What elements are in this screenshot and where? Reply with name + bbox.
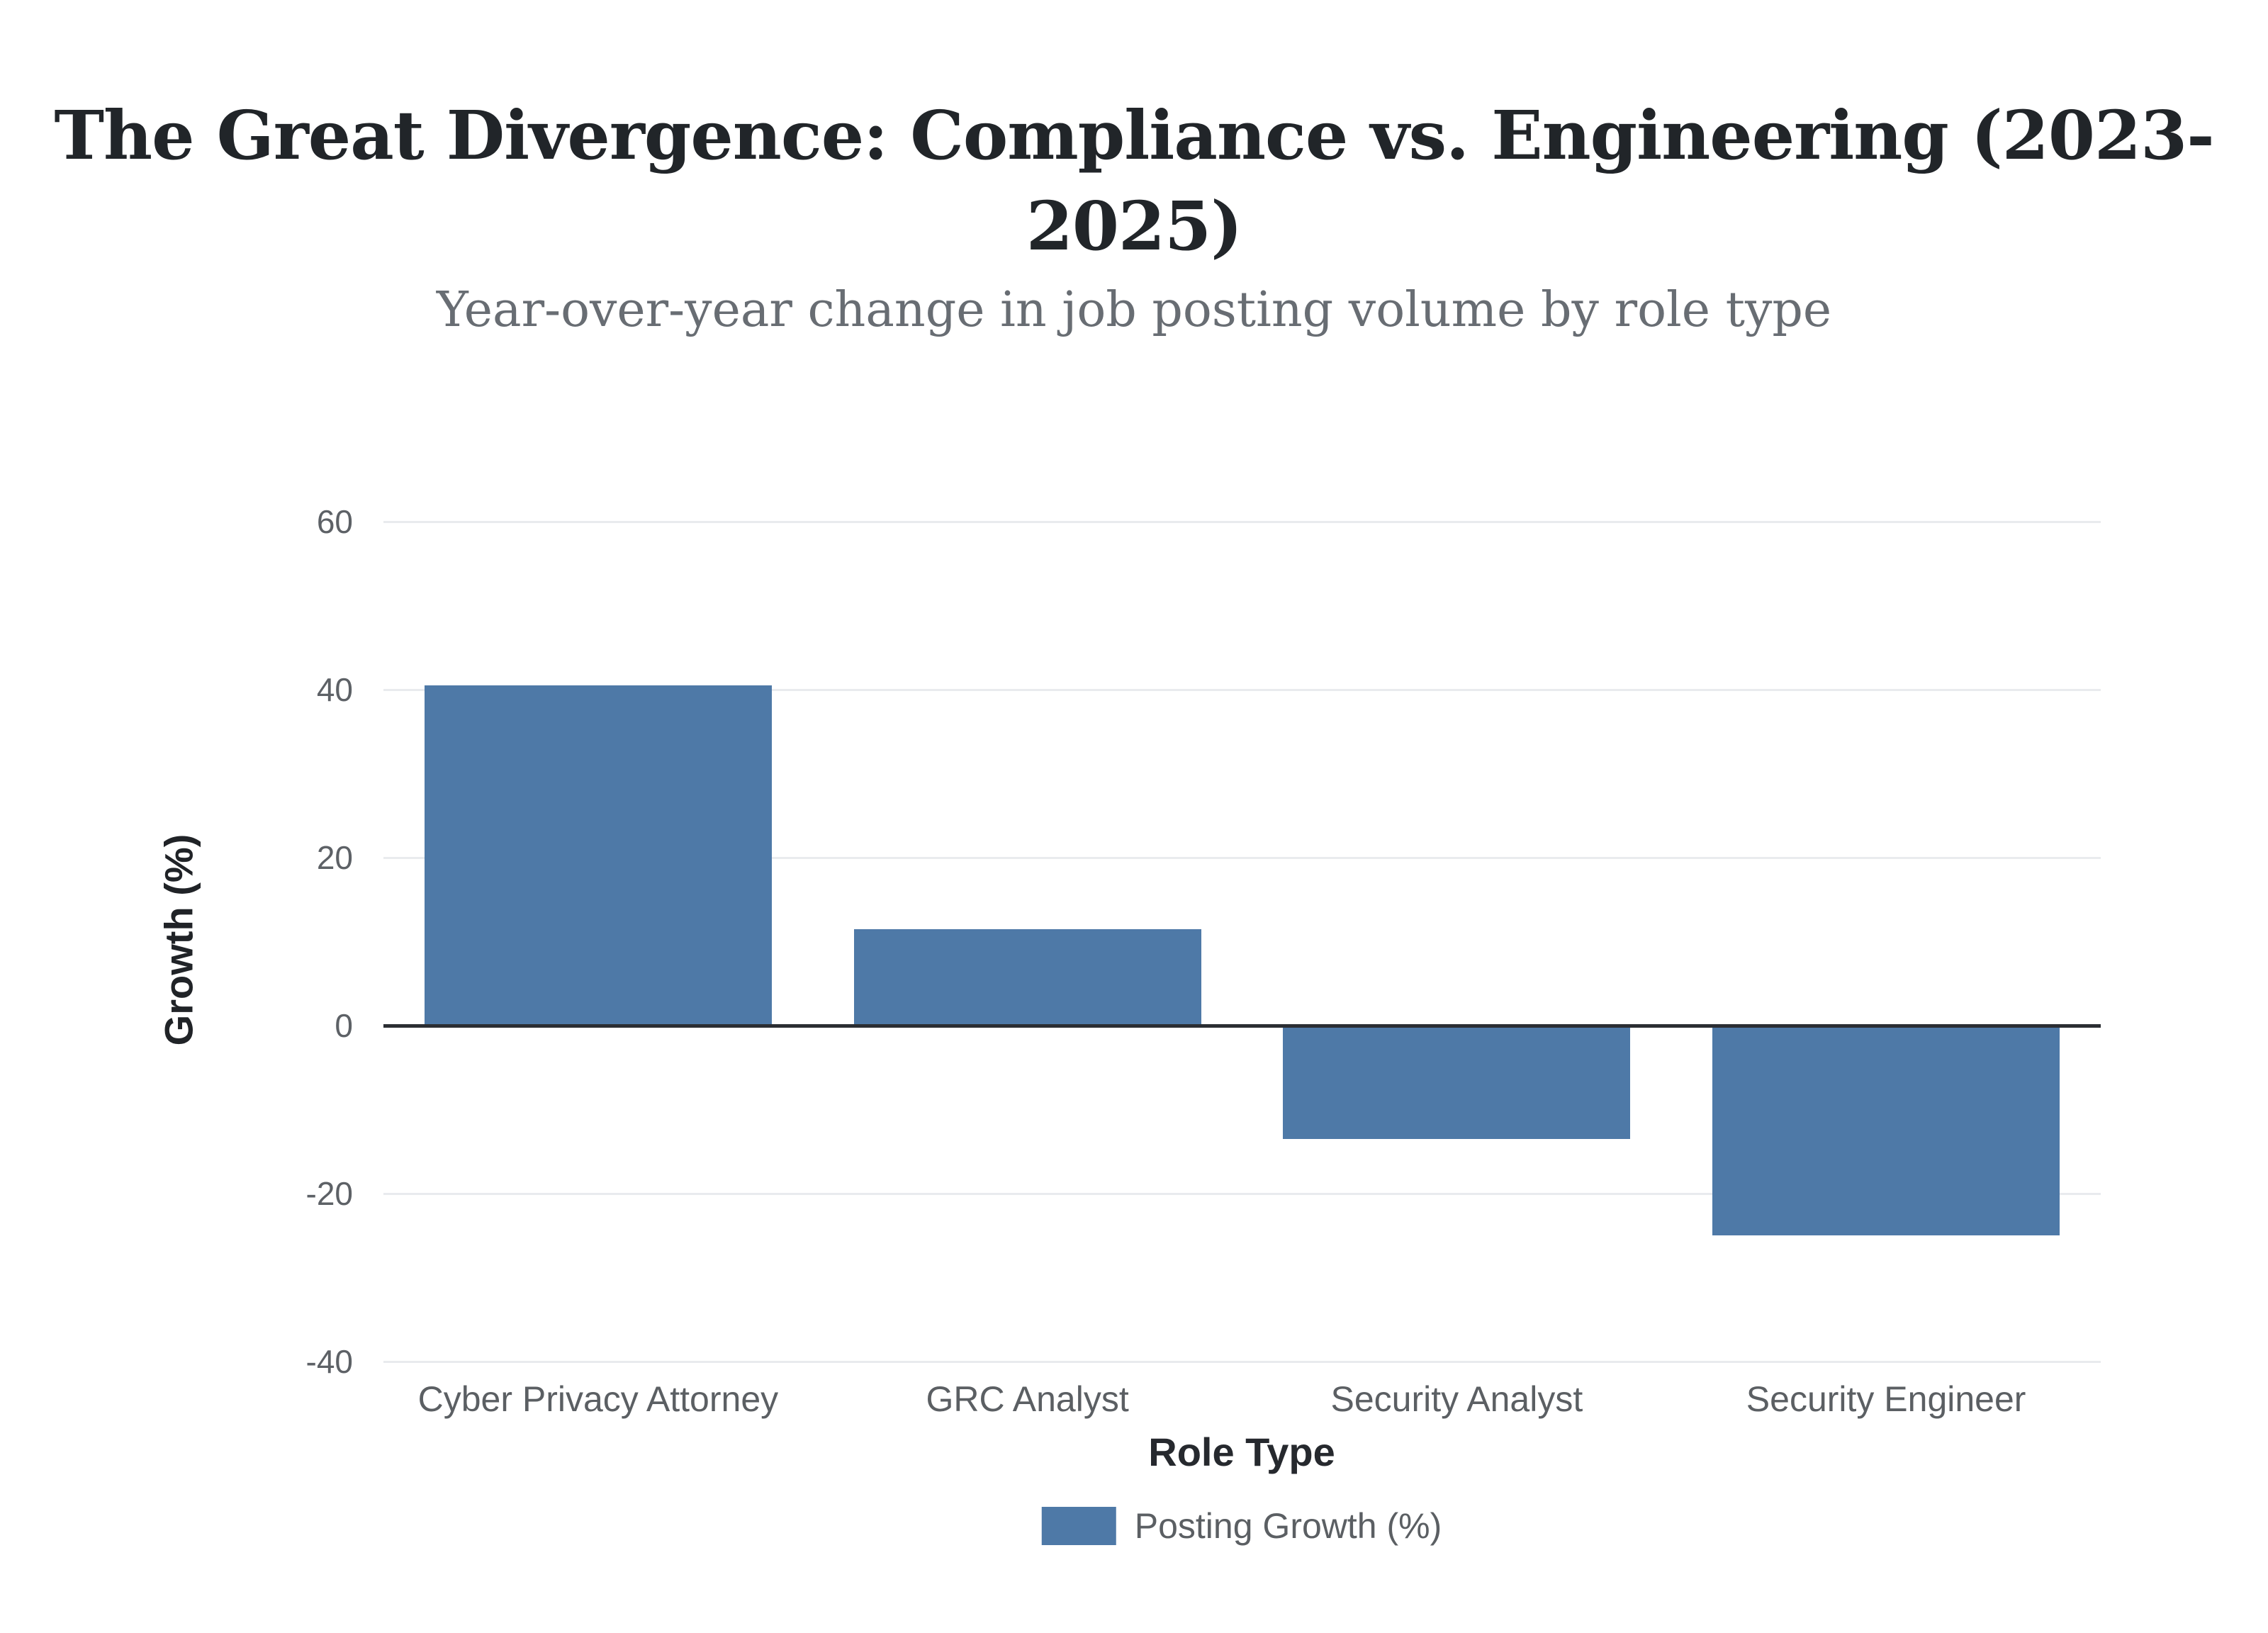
gridline-y--20 bbox=[383, 1192, 2101, 1195]
y-tick-label: 60 bbox=[316, 503, 353, 540]
bar-security-engineer[interactable] bbox=[1712, 1026, 2060, 1236]
legend-label: Posting Growth (%) bbox=[1134, 1506, 1442, 1546]
gridline-y-60 bbox=[383, 520, 2101, 523]
plot-area bbox=[383, 520, 2101, 1363]
x-category-label: GRC Analyst bbox=[926, 1379, 1129, 1419]
y-tick-label: -20 bbox=[305, 1175, 353, 1212]
x-category-label: Security Engineer bbox=[1746, 1379, 2026, 1419]
zero-axis-line bbox=[383, 1023, 2101, 1028]
chart-subtitle: Year-over-year change in job posting vol… bbox=[436, 282, 1832, 338]
y-axis-title: Growth (%) bbox=[156, 834, 201, 1046]
gridline-y--40 bbox=[383, 1360, 2101, 1363]
y-tick-label: -40 bbox=[305, 1343, 353, 1380]
chart-title-line-2: 2025) bbox=[1026, 187, 1242, 266]
bar-security-analyst[interactable] bbox=[1283, 1026, 1631, 1139]
chart-title-line-1: The Great Divergence: Compliance vs. Eng… bbox=[54, 96, 2214, 175]
x-category-label: Security Analyst bbox=[1330, 1379, 1583, 1419]
gridline-y-40 bbox=[383, 688, 2101, 691]
gridline-y-20 bbox=[383, 856, 2101, 859]
legend-swatch bbox=[1041, 1507, 1116, 1545]
y-tick-label: 40 bbox=[316, 671, 353, 708]
x-axis-title: Role Type bbox=[1148, 1430, 1335, 1474]
bar-grc-analyst[interactable] bbox=[853, 928, 1201, 1026]
y-tick-label: 0 bbox=[335, 1007, 353, 1044]
chart-title: The Great Divergence: Compliance vs. Eng… bbox=[0, 91, 2268, 272]
y-tick-label: 20 bbox=[316, 839, 353, 876]
legend-item[interactable]: Posting Growth (%) bbox=[1041, 1505, 1442, 1547]
bar-cyber-privacy-attorney[interactable] bbox=[424, 685, 772, 1026]
x-category-label: Cyber Privacy Attorney bbox=[417, 1379, 779, 1419]
